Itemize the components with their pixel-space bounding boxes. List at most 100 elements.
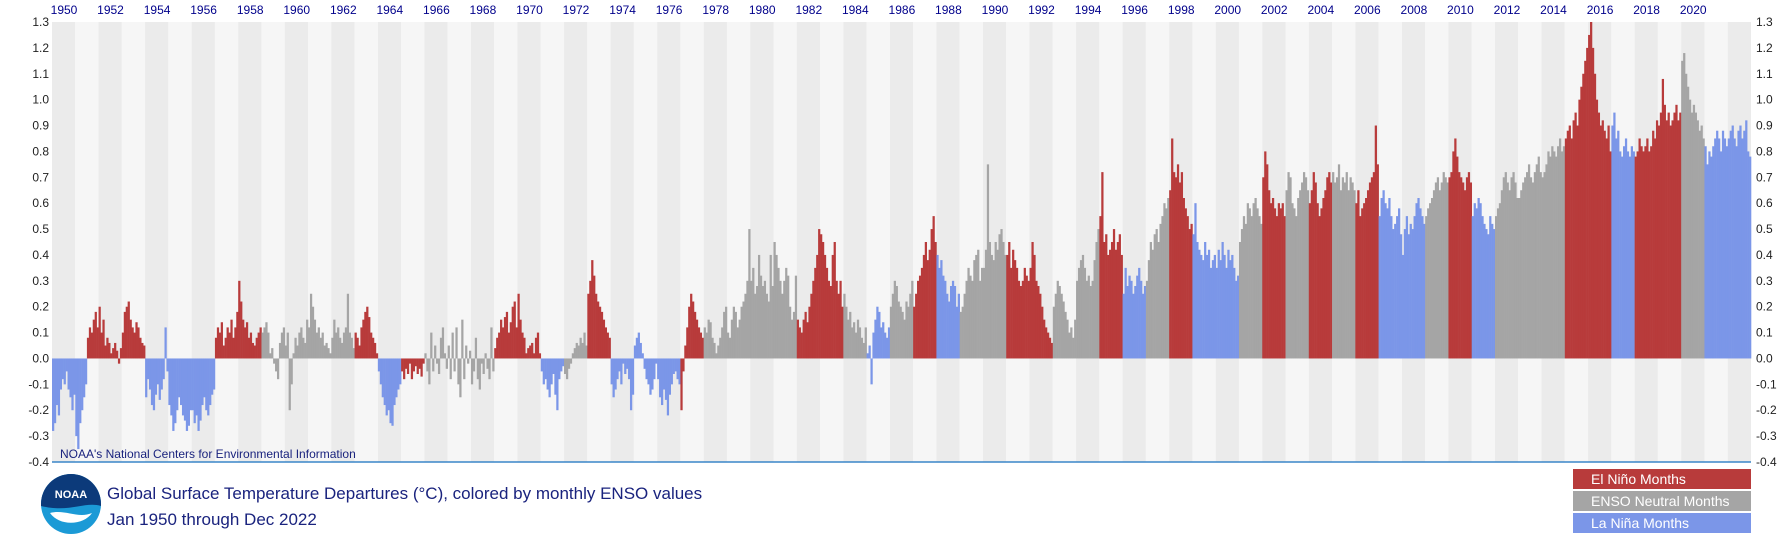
temperature-bar: [1398, 208, 1401, 359]
temperature-bar: [711, 337, 714, 359]
temperature-bar: [205, 358, 208, 411]
temperature-bar: [408, 358, 412, 364]
temperature-bar: [1235, 280, 1238, 359]
temperature-bar: [1173, 172, 1176, 359]
temperature-bar: [1361, 208, 1364, 359]
temperature-bar: [467, 358, 470, 364]
temperature-bar: [1136, 275, 1139, 359]
temperature-bar: [1353, 190, 1356, 359]
temperature-bar: [686, 327, 689, 359]
temperature-bar: [994, 242, 997, 359]
temperature-bar: [1661, 78, 1665, 359]
temperature-bar: [123, 311, 126, 359]
temperature-bar: [1415, 203, 1418, 359]
x-tick-label: 2008: [1401, 3, 1428, 17]
temperature-bar: [214, 337, 218, 359]
temperature-bar: [589, 280, 592, 359]
temperature-bar: [909, 293, 912, 359]
caption-line-1: Global Surface Temperature Departures (°…: [107, 484, 703, 503]
temperature-bar: [1050, 342, 1054, 359]
temperature-bar: [317, 327, 320, 359]
temperature-bar: [1194, 203, 1197, 359]
temperature-bar: [587, 293, 590, 359]
temperature-bar: [201, 358, 204, 406]
temperature-bar: [1076, 280, 1079, 359]
temperature-bar: [1403, 229, 1407, 359]
temperature-bar: [1413, 216, 1416, 359]
temperature-bar: [412, 358, 415, 372]
temperature-bar: [1223, 254, 1226, 359]
temperature-bar: [197, 358, 200, 431]
temperature-bar: [1279, 208, 1282, 359]
temperature-bar: [1527, 164, 1531, 359]
temperature-bar: [715, 353, 718, 359]
temperature-bar: [928, 249, 931, 359]
temperature-bar: [300, 327, 303, 359]
temperature-bar: [199, 358, 202, 421]
temperature-bar: [1599, 125, 1602, 359]
temperature-bar: [410, 358, 414, 380]
temperature-bar: [934, 242, 937, 359]
temperature-bar: [344, 327, 348, 359]
temperature-bar: [211, 358, 214, 395]
temperature-bar: [478, 358, 481, 390]
temperature-bar: [430, 332, 433, 359]
year-band: [354, 22, 378, 462]
temperature-bar: [981, 267, 984, 359]
year-band: [657, 22, 681, 462]
temperature-bar: [1481, 216, 1484, 359]
temperature-bar: [393, 358, 396, 406]
temperature-bar: [719, 337, 722, 359]
temperature-bar: [77, 358, 80, 450]
temperature-bar: [829, 286, 832, 359]
temperature-bar: [160, 358, 163, 390]
temperature-bar: [1502, 177, 1505, 359]
temperature-bar: [1665, 120, 1668, 359]
temperature-bar: [1539, 172, 1542, 359]
temperature-bar: [1425, 216, 1428, 359]
temperature-bar: [922, 254, 926, 359]
temperature-bar: [135, 322, 138, 359]
temperature-bar: [1380, 198, 1383, 359]
temperature-bar: [610, 358, 613, 385]
temperature-bar: [152, 358, 156, 411]
temperature-bar: [496, 337, 499, 359]
x-axis-ticks: 1950 1952 1954 1956 1958 1960 1962 1964 1966 1968…: [51, 3, 1707, 17]
temperature-bar: [391, 358, 394, 426]
temperature-bar: [387, 358, 390, 411]
temperature-bar: [73, 358, 76, 395]
temperature-bar: [1240, 229, 1244, 359]
temperature-bar: [86, 337, 90, 359]
temperature-bar: [389, 358, 392, 424]
temperature-bar: [1487, 234, 1490, 359]
temperature-bar: [979, 280, 982, 359]
temperature-bar: [1081, 254, 1085, 359]
temperature-bar: [1716, 130, 1719, 359]
temperature-bar: [1157, 242, 1160, 359]
temperature-bar: [1285, 190, 1288, 359]
temperature-bar: [220, 322, 223, 359]
temperature-bar: [534, 337, 538, 359]
temperature-bar: [1382, 190, 1385, 359]
temperature-bar: [1262, 177, 1265, 359]
temperature-bar: [164, 327, 167, 359]
temperature-bar: [1182, 198, 1185, 359]
temperature-bar: [1211, 260, 1215, 359]
temperature-bar: [899, 306, 902, 359]
temperature-bar: [965, 280, 968, 359]
temperature-bar: [137, 327, 140, 359]
temperature-bar: [893, 280, 896, 359]
y-axis-ticks-left: 1.3 1.2 1.1 1.0 0.9 0.8 0.7 0.6 0.5 0.4 0.3 0.2 0.1 0…: [28, 15, 49, 469]
temperature-bar: [1444, 177, 1447, 359]
temperature-bar: [1469, 182, 1473, 359]
temperature-bar: [1142, 293, 1145, 359]
temperature-bar: [1077, 267, 1081, 359]
temperature-bar: [484, 353, 487, 359]
temperature-bar: [1289, 177, 1292, 359]
temperature-bar: [1221, 242, 1224, 359]
temperature-bar: [1399, 234, 1403, 359]
temperature-bar: [725, 306, 728, 359]
temperature-bar: [315, 332, 319, 359]
temperature-bar: [507, 332, 511, 359]
temperature-bar: [294, 337, 297, 359]
